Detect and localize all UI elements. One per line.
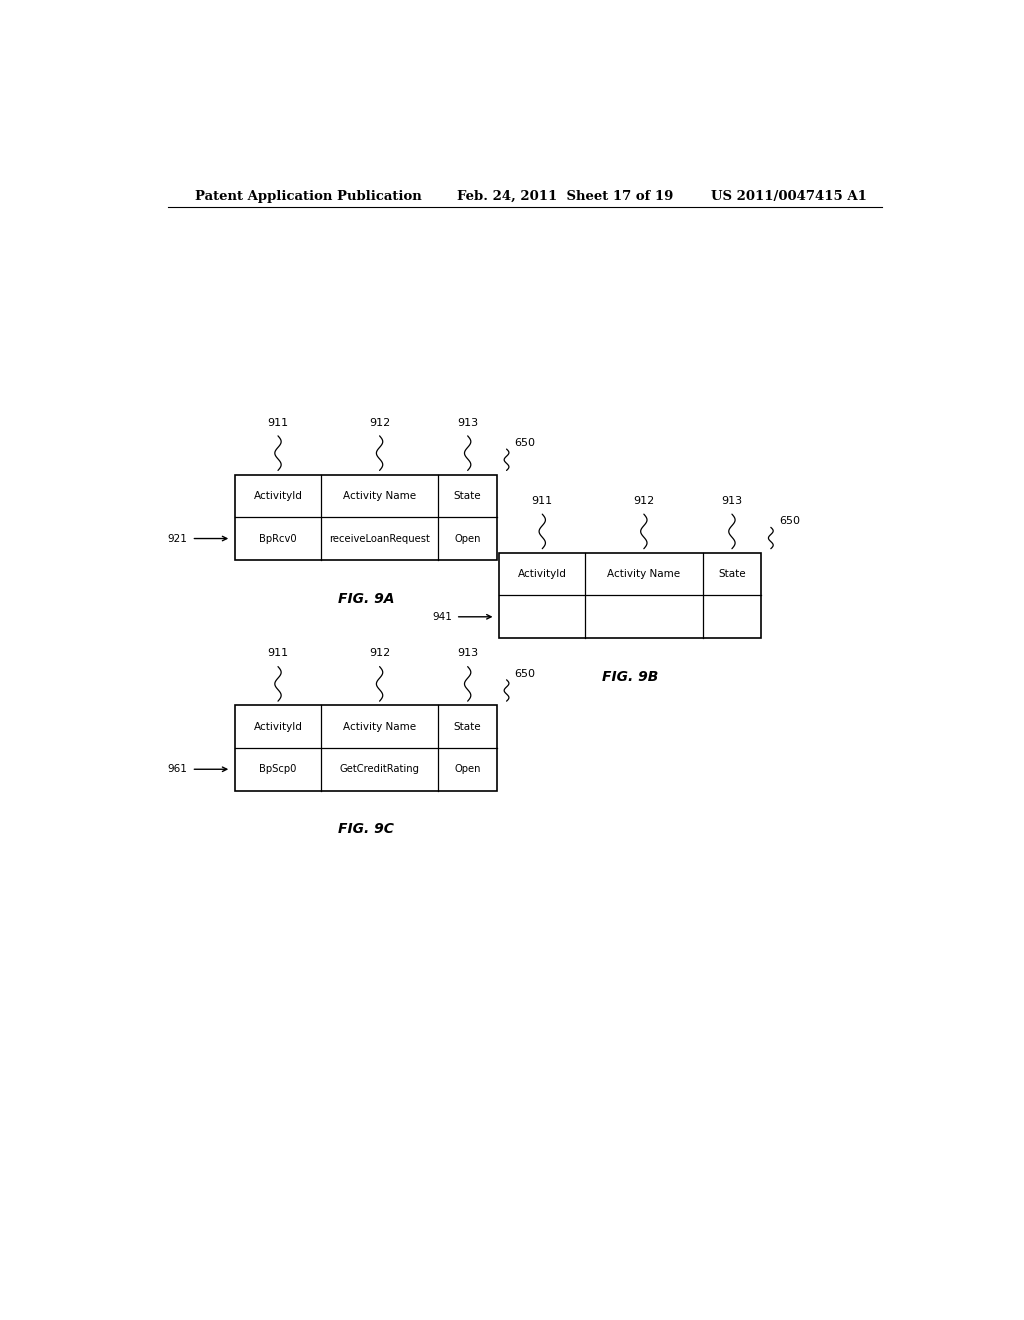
Text: Patent Application Publication: Patent Application Publication [196, 190, 422, 202]
Text: State: State [454, 491, 481, 500]
Text: ActivityId: ActivityId [518, 569, 566, 579]
Text: 941: 941 [432, 611, 452, 622]
Text: Activity Name: Activity Name [343, 722, 416, 731]
Bar [500, 553, 761, 638]
Text: 911: 911 [531, 496, 553, 506]
Text: Activity Name: Activity Name [607, 569, 680, 579]
Text: 913: 913 [457, 648, 478, 659]
Bar [236, 474, 497, 560]
Text: FIG. 9C: FIG. 9C [338, 822, 394, 837]
Text: ActivityId: ActivityId [254, 491, 302, 500]
Text: 650: 650 [514, 438, 536, 447]
Text: BpScp0: BpScp0 [259, 764, 297, 775]
Text: Feb. 24, 2011  Sheet 17 of 19: Feb. 24, 2011 Sheet 17 of 19 [458, 190, 674, 202]
Text: 911: 911 [267, 648, 289, 659]
Text: 912: 912 [369, 417, 390, 428]
Text: Activity Name: Activity Name [343, 491, 416, 500]
Text: 921: 921 [168, 533, 187, 544]
Text: 911: 911 [267, 417, 289, 428]
Text: 912: 912 [369, 648, 390, 659]
Text: GetCreditRating: GetCreditRating [340, 764, 420, 775]
Text: 961: 961 [168, 764, 187, 775]
Bar [236, 705, 497, 791]
Text: 912: 912 [633, 496, 654, 506]
Text: FIG. 9A: FIG. 9A [338, 591, 394, 606]
Text: ActivityId: ActivityId [254, 722, 302, 731]
Text: US 2011/0047415 A1: US 2011/0047415 A1 [712, 190, 867, 202]
Text: receiveLoanRequest: receiveLoanRequest [329, 533, 430, 544]
Text: 913: 913 [721, 496, 742, 506]
Text: State: State [454, 722, 481, 731]
Text: 913: 913 [457, 417, 478, 428]
Text: State: State [718, 569, 745, 579]
Text: Open: Open [455, 764, 481, 775]
Text: 650: 650 [779, 516, 800, 527]
Text: Open: Open [455, 533, 481, 544]
Text: BpRcv0: BpRcv0 [259, 533, 297, 544]
Text: 650: 650 [514, 669, 536, 678]
Text: FIG. 9B: FIG. 9B [602, 669, 658, 684]
